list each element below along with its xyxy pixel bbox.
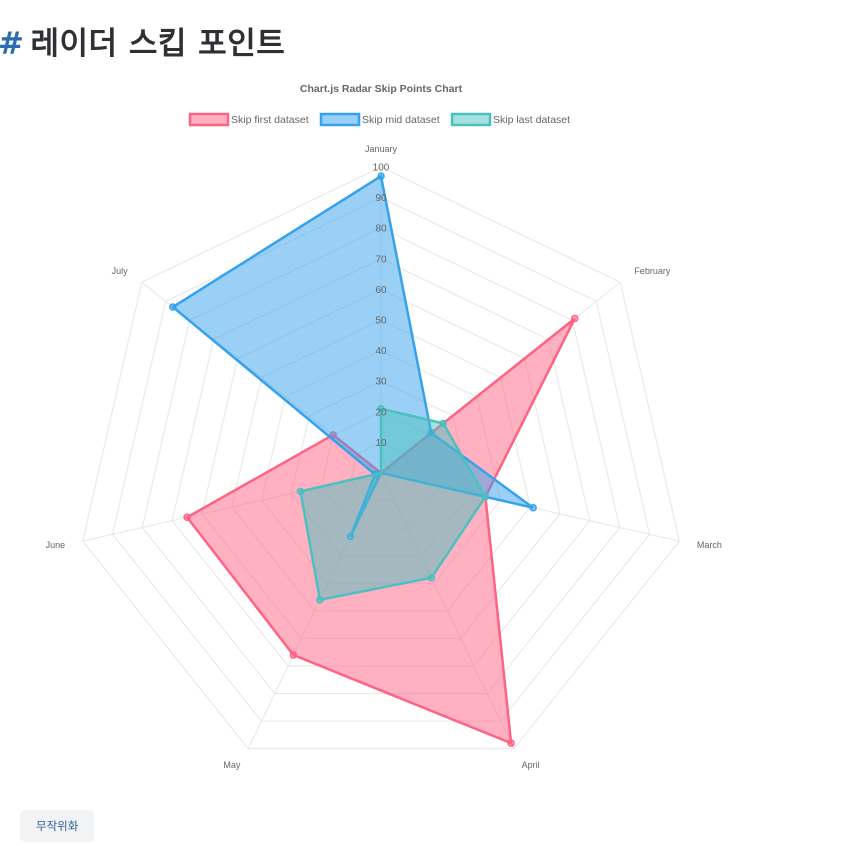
legend-item[interactable]: Skip first dataset — [188, 112, 309, 127]
legend-swatch — [450, 112, 492, 127]
radar-point-labels: January February March April May June July — [46, 144, 722, 770]
tick-label: 20 — [375, 407, 387, 418]
heading-anchor[interactable]: # — [0, 26, 25, 62]
page-title-text: 레이더 스킵 포인트 — [30, 26, 286, 62]
point-label: January — [365, 144, 398, 154]
legend-swatch — [188, 112, 230, 127]
data-point[interactable] — [183, 513, 191, 522]
data-point[interactable] — [529, 503, 537, 512]
data-point[interactable] — [571, 314, 579, 323]
data-point[interactable] — [377, 404, 385, 413]
tick-label: 10 — [375, 438, 387, 449]
data-point[interactable] — [316, 596, 324, 604]
data-point[interactable] — [439, 419, 447, 428]
series-area — [299, 407, 487, 602]
tick-label: 100 — [373, 163, 390, 174]
tick-label: 80 — [375, 224, 387, 235]
series-group — [296, 404, 490, 604]
grid-ring — [141, 227, 621, 695]
legend-label: Skip mid dataset — [362, 114, 440, 126]
point-label: February — [634, 266, 671, 276]
data-point[interactable] — [296, 487, 305, 496]
radar-chart: Chart.js Radar Skip Points Chart Skip fi… — [46, 83, 722, 770]
grid-ring — [82, 166, 680, 750]
point-label: July — [112, 266, 129, 276]
legend-label: Skip first dataset — [231, 114, 309, 126]
legend-label: Skip last dataset — [493, 114, 570, 126]
point-label: March — [697, 540, 722, 550]
tick-label: 90 — [375, 193, 387, 204]
data-point[interactable] — [481, 493, 490, 501]
data-point[interactable] — [427, 574, 436, 582]
legend-swatch — [319, 112, 361, 127]
tick-label: 50 — [375, 316, 387, 327]
chart-legend[interactable]: Skip first dataset Skip mid dataset Skip l… — [188, 112, 570, 127]
data-point[interactable] — [169, 303, 177, 311]
randomize-button[interactable]: 무작위화 — [20, 810, 95, 842]
point-label: May — [223, 760, 241, 770]
data-point[interactable] — [377, 172, 385, 180]
point-label: June — [46, 540, 66, 550]
grid-ring — [111, 197, 651, 722]
data-point[interactable] — [507, 739, 515, 747]
radar-series-layer — [169, 172, 579, 747]
chart-title: Chart.js Radar Skip Points Chart — [300, 83, 463, 95]
tick-label: 40 — [375, 346, 387, 357]
data-point[interactable] — [289, 651, 298, 659]
tick-label: 70 — [375, 254, 387, 265]
page-title: # 레이더 스킵 포인트 — [0, 18, 285, 63]
legend-item[interactable]: Skip mid dataset — [319, 112, 440, 127]
point-label: April — [522, 760, 540, 770]
tick-label: 30 — [375, 377, 387, 388]
legend-item[interactable]: Skip last dataset — [450, 112, 570, 127]
tick-label: 60 — [375, 285, 387, 296]
radar-ticks: 10 20 30 40 50 60 70 80 90 100 — [373, 163, 390, 449]
